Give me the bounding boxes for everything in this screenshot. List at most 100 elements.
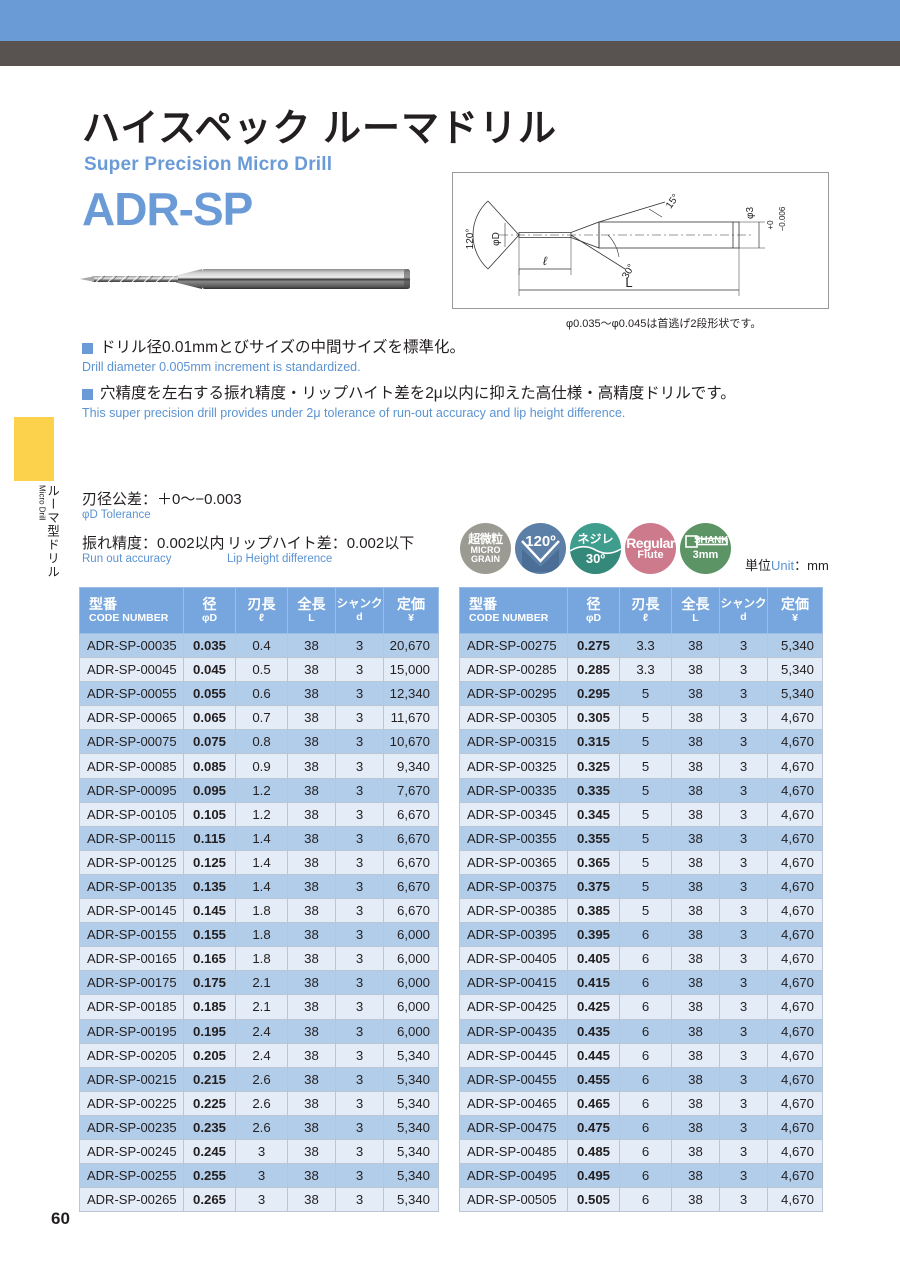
flute-length-cell: 1.4 (235, 825, 288, 851)
overall-length-cell: 38 (287, 1187, 336, 1213)
diameter-cell: 0.265 (183, 1187, 236, 1213)
table-row: ADR-SP-00505 0.505 6 38 3 4,670 (459, 1187, 823, 1213)
diameter-cell: 0.295 (567, 681, 620, 707)
flute-length-cell: 5 (619, 705, 672, 731)
shank-diameter-cell: 3 (719, 849, 768, 875)
flute-length-cell: 1.4 (235, 849, 288, 875)
micro-grain-badge-l2: MICRO (470, 545, 501, 555)
col-header-code: 型番 CODE NUMBER (79, 587, 184, 634)
table-row: ADR-SP-00495 0.495 6 38 3 4,670 (459, 1163, 823, 1189)
diameter-cell: 0.425 (567, 994, 620, 1020)
price-cell: 4,670 (767, 1066, 823, 1092)
product-code-cell: ADR-SP-00475 (459, 1114, 568, 1140)
price-cell: 4,670 (767, 1138, 823, 1165)
product-code-cell: ADR-SP-00375 (459, 873, 568, 900)
table-header-row: 型番 CODE NUMBER 径 φD 刃長 ℓ 全長 L シャンク d (459, 587, 823, 634)
drawing-angle-30: 30° (620, 262, 637, 281)
shank-diameter-cell: 3 (719, 898, 768, 924)
shank-diameter-cell: 3 (335, 681, 384, 707)
diameter-cell: 0.215 (183, 1066, 236, 1092)
overall-length-cell: 38 (287, 1018, 336, 1044)
drawing-angle-15: 15° (664, 192, 682, 211)
product-code-cell: ADR-SP-00485 (459, 1138, 568, 1165)
feature-badges: 超微粒 MICRO GRAIN 120º ネジレ 30º Regular Flu… (460, 523, 731, 574)
flute-length-cell: 5 (619, 898, 672, 924)
shank-diameter-cell: 3 (335, 825, 384, 851)
diameter-cell: 0.115 (183, 825, 236, 851)
diameter-cell: 0.395 (567, 922, 620, 948)
overall-length-cell: 38 (671, 657, 720, 683)
overall-length-cell: 38 (671, 1090, 720, 1116)
price-cell: 5,340 (383, 1042, 439, 1068)
table-row: ADR-SP-00115 0.115 1.4 38 3 6,670 (79, 825, 439, 851)
overall-length-cell: 38 (671, 1138, 720, 1165)
price-cell: 15,000 (383, 657, 439, 683)
page-title-en: Super Precision Micro Drill (84, 154, 333, 175)
flute-length-cell: 2.1 (235, 970, 288, 996)
point-angle-120-badge-label: 120º (525, 533, 556, 550)
shank-diameter-cell: 3 (719, 1187, 768, 1213)
price-cell: 4,670 (767, 849, 823, 875)
table-row: ADR-SP-00275 0.275 3.3 38 3 5,340 (459, 632, 823, 659)
product-code-cell: ADR-SP-00455 (459, 1066, 568, 1092)
product-code-cell: ADR-SP-00505 (459, 1187, 568, 1213)
price-cell: 5,340 (383, 1138, 439, 1165)
product-code-cell: ADR-SP-00395 (459, 922, 568, 948)
helix-30-badge-l2: 30º (585, 550, 606, 566)
flute-length-cell: 0.4 (235, 632, 288, 659)
price-cell: 20,670 (383, 632, 439, 659)
overall-length-cell: 38 (287, 1114, 336, 1140)
price-cell: 6,670 (383, 849, 439, 875)
product-code-cell: ADR-SP-00345 (459, 801, 568, 827)
drawing-label-phi3: φ3 (745, 207, 756, 219)
col-header-price-en: ¥ (408, 611, 414, 624)
product-code-cell: ADR-SP-00055 (79, 681, 184, 707)
flute-length-cell: 6 (619, 970, 672, 996)
shank-diameter-cell: 3 (719, 873, 768, 900)
diameter-cell: 0.345 (567, 801, 620, 827)
shank-diameter-cell: 3 (335, 777, 384, 803)
price-cell: 6,670 (383, 825, 439, 851)
table-row: ADR-SP-00455 0.455 6 38 3 4,670 (459, 1066, 823, 1092)
shank-diameter-cell: 3 (719, 1018, 768, 1044)
table-row: ADR-SP-00235 0.235 2.6 38 3 5,340 (79, 1114, 439, 1140)
feature-bullet-2: 穴精度を左右する振れ精度・リップハイト差を2μ以内に抑えた高仕様・高精度ドリルで… (82, 385, 736, 402)
col-header-shank: シャンク d (335, 587, 384, 634)
table-row: ADR-SP-00125 0.125 1.4 38 3 6,670 (79, 849, 439, 875)
diameter-cell: 0.175 (183, 970, 236, 996)
table-body-left: ADR-SP-00035 0.035 0.4 38 3 20,670 ADR-SP-0004… (79, 632, 439, 1213)
diameter-cell: 0.225 (183, 1090, 236, 1116)
helix-30-badge-icon: ネジレ 30º (570, 523, 621, 574)
diameter-cell: 0.445 (567, 1042, 620, 1068)
diameter-cell: 0.255 (183, 1163, 236, 1189)
overall-length-cell: 38 (671, 970, 720, 996)
flute-length-cell: 3 (235, 1187, 288, 1213)
product-code-cell: ADR-SP-00215 (79, 1066, 184, 1092)
regular-flute-badge-l1: Regular (626, 535, 675, 551)
product-code-cell: ADR-SP-00165 (79, 946, 184, 972)
overall-length-cell: 38 (671, 873, 720, 900)
overall-length-cell: 38 (287, 849, 336, 875)
flute-length-cell: 0.6 (235, 681, 288, 707)
diameter-cell: 0.135 (183, 873, 236, 900)
flute-length-cell: 2.4 (235, 1042, 288, 1068)
price-cell: 4,670 (767, 1187, 823, 1213)
diameter-cell: 0.495 (567, 1163, 620, 1189)
price-cell: 6,000 (383, 994, 439, 1020)
flute-length-cell: 5 (619, 777, 672, 803)
col-header-price: 定価 ¥ (767, 587, 823, 634)
col-header-flute-en: ℓ (642, 611, 649, 624)
price-cell: 4,670 (767, 801, 823, 827)
micro-grain-badge-l1: 超微粒 (468, 532, 503, 546)
product-code-cell: ADR-SP-00415 (459, 970, 568, 996)
overall-length-cell: 38 (671, 1042, 720, 1068)
col-header-diameter-jp: 径 (202, 596, 217, 613)
shank-diameter-cell: 3 (335, 849, 384, 875)
product-code-cell: ADR-SP-00185 (79, 994, 184, 1020)
shank-diameter-cell: 3 (719, 777, 768, 803)
price-cell: 4,670 (767, 1018, 823, 1044)
diameter-cell: 0.435 (567, 1018, 620, 1044)
shank-3mm-badge-l1: SHANK (693, 535, 729, 546)
drawing-label-L: L (625, 275, 632, 290)
lipheight-spec-en: Lip Height difference (227, 553, 333, 565)
